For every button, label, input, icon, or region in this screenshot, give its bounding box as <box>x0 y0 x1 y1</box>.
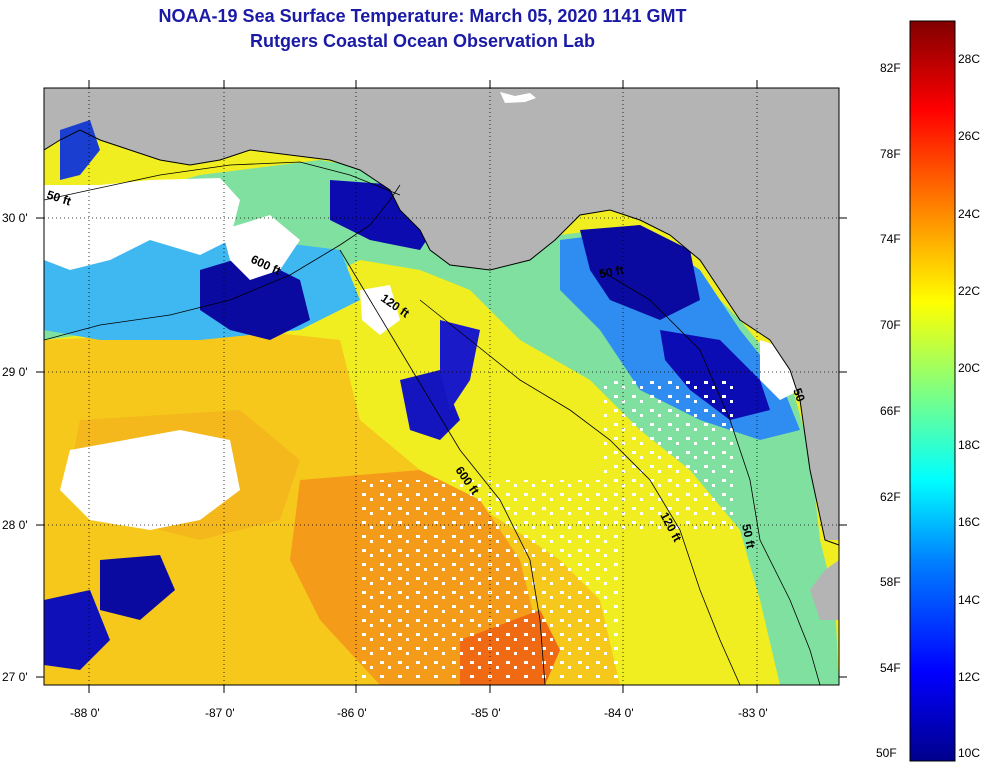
lon-label-88: -88 0' <box>70 706 100 720</box>
colorbar-f-label: 50F <box>876 746 897 760</box>
lon-label-87: -87 0' <box>205 706 235 720</box>
lat-label-28: 28 0' <box>2 518 28 532</box>
map-frame <box>43 87 840 686</box>
colorbar-c-label: 16C <box>958 515 981 529</box>
lat-lon-grid <box>44 88 839 685</box>
lon-label-83: -83 0' <box>738 706 768 720</box>
colorbar-c-label: 10C <box>958 746 981 760</box>
colorbar-c-label: 26C <box>958 129 981 143</box>
lon-label-84: -84 0' <box>604 706 634 720</box>
colorbar-f-label: 58F <box>880 575 901 589</box>
colorbar-c-label: 28C <box>958 52 981 66</box>
depth-label: 50 ft <box>598 263 625 281</box>
colorbar-c-label: 22C <box>958 284 981 298</box>
lon-label-85: -85 0' <box>471 706 501 720</box>
axis-ticks <box>36 80 847 693</box>
lat-label-30: 30 0' <box>2 211 28 225</box>
depth-label: 50 <box>790 386 808 404</box>
colorbar <box>909 20 956 762</box>
colorbar-f-label: 66F <box>880 404 901 418</box>
colorbar-f-label: 54F <box>880 661 901 675</box>
lat-label-29: 29 0' <box>2 365 28 379</box>
colorbar-f-label: 70F <box>880 318 901 332</box>
map-title: NOAA-19 Sea Surface Temperature: March 0… <box>158 6 687 26</box>
colorbar-c-label: 24C <box>958 207 981 221</box>
map-subtitle: Rutgers Coastal Ocean Observation Lab <box>249 31 596 51</box>
colorbar-c-label: 20C <box>958 361 981 375</box>
lon-label-86: -86 0' <box>337 706 367 720</box>
lat-label-27: 27 0' <box>2 670 28 684</box>
colorbar-c-label: 18C <box>958 438 981 452</box>
colorbar-f-label: 82F <box>880 61 901 75</box>
colorbar-f-label: 74F <box>880 232 901 246</box>
colorbar-f-label: 78F <box>880 147 901 161</box>
colorbar-f-label: 62F <box>880 490 901 504</box>
depth-label: 50 ft <box>739 523 758 550</box>
colorbar-c-label: 12C <box>958 670 981 684</box>
colorbar-c-label: 14C <box>958 593 981 607</box>
